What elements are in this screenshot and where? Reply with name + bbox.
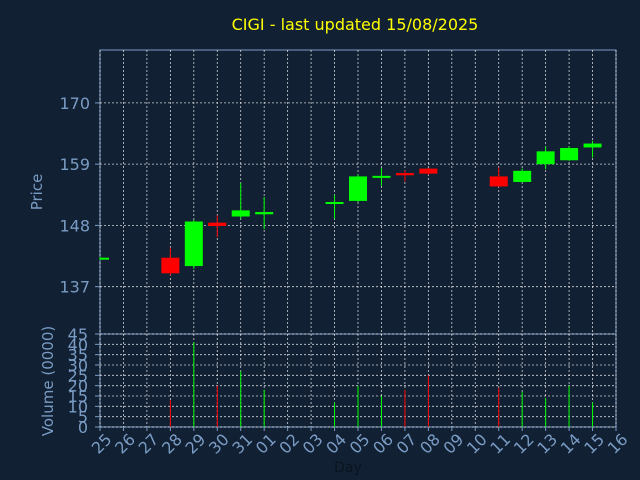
candle bbox=[395, 170, 414, 182]
volume-tick-label: 45 bbox=[68, 325, 88, 344]
candle bbox=[536, 146, 555, 170]
volume-tick-label: 20 bbox=[68, 377, 88, 396]
candle-body bbox=[489, 176, 508, 187]
candle bbox=[560, 146, 579, 161]
candle bbox=[372, 168, 391, 186]
price-tick-label: 170 bbox=[59, 94, 90, 113]
volume-tick-label: 25 bbox=[68, 366, 88, 385]
candle bbox=[489, 167, 508, 187]
candle-body bbox=[513, 170, 532, 182]
candle bbox=[513, 168, 532, 183]
candle-body bbox=[184, 221, 203, 267]
candle bbox=[208, 215, 227, 238]
candle-body bbox=[372, 175, 391, 178]
candle bbox=[184, 219, 203, 269]
candle-body bbox=[395, 173, 414, 176]
candle-body bbox=[536, 151, 555, 165]
candle-body bbox=[349, 176, 367, 201]
volume-tick-label: 15 bbox=[68, 387, 88, 406]
candle-body bbox=[208, 222, 227, 226]
chart-title: CIGI - last updated 15/08/2025 bbox=[232, 15, 479, 34]
candle-body bbox=[419, 168, 438, 174]
candle-body bbox=[583, 143, 602, 148]
x-axis: 2526272829303101020304050607080910111213… bbox=[88, 427, 632, 458]
candle bbox=[583, 140, 602, 158]
price-panel: 137 148 159 170 bbox=[59, 49, 617, 335]
x-axis-label: Day bbox=[334, 460, 362, 476]
price-tick-label: 148 bbox=[59, 216, 90, 235]
volume-tick-label: 40 bbox=[68, 335, 88, 354]
candle bbox=[161, 247, 180, 276]
candle bbox=[349, 174, 367, 203]
volume-tick-label: 35 bbox=[68, 346, 88, 365]
candle-body bbox=[325, 202, 344, 205]
volume-tick-label: 5 bbox=[78, 408, 88, 427]
price-tick-label: 159 bbox=[59, 155, 90, 174]
candle-body bbox=[255, 212, 274, 215]
volume-axis-label: Volume (0000) bbox=[39, 326, 57, 436]
candle bbox=[99, 257, 109, 260]
candle bbox=[419, 168, 438, 175]
x-tick-label: 16 bbox=[604, 430, 632, 458]
candle bbox=[255, 197, 274, 230]
candle-body bbox=[161, 257, 180, 274]
volume-tick-label: 30 bbox=[68, 356, 88, 375]
volume-tick-label: 10 bbox=[68, 397, 88, 416]
candle bbox=[325, 194, 344, 219]
candle-body bbox=[100, 257, 109, 260]
candle bbox=[231, 183, 250, 219]
candle-body bbox=[560, 148, 579, 161]
price-axis-label: Price bbox=[28, 174, 46, 211]
price-tick-label: 137 bbox=[59, 278, 90, 297]
candle-body bbox=[231, 210, 250, 217]
volume-tick-label: 0 bbox=[78, 418, 88, 437]
